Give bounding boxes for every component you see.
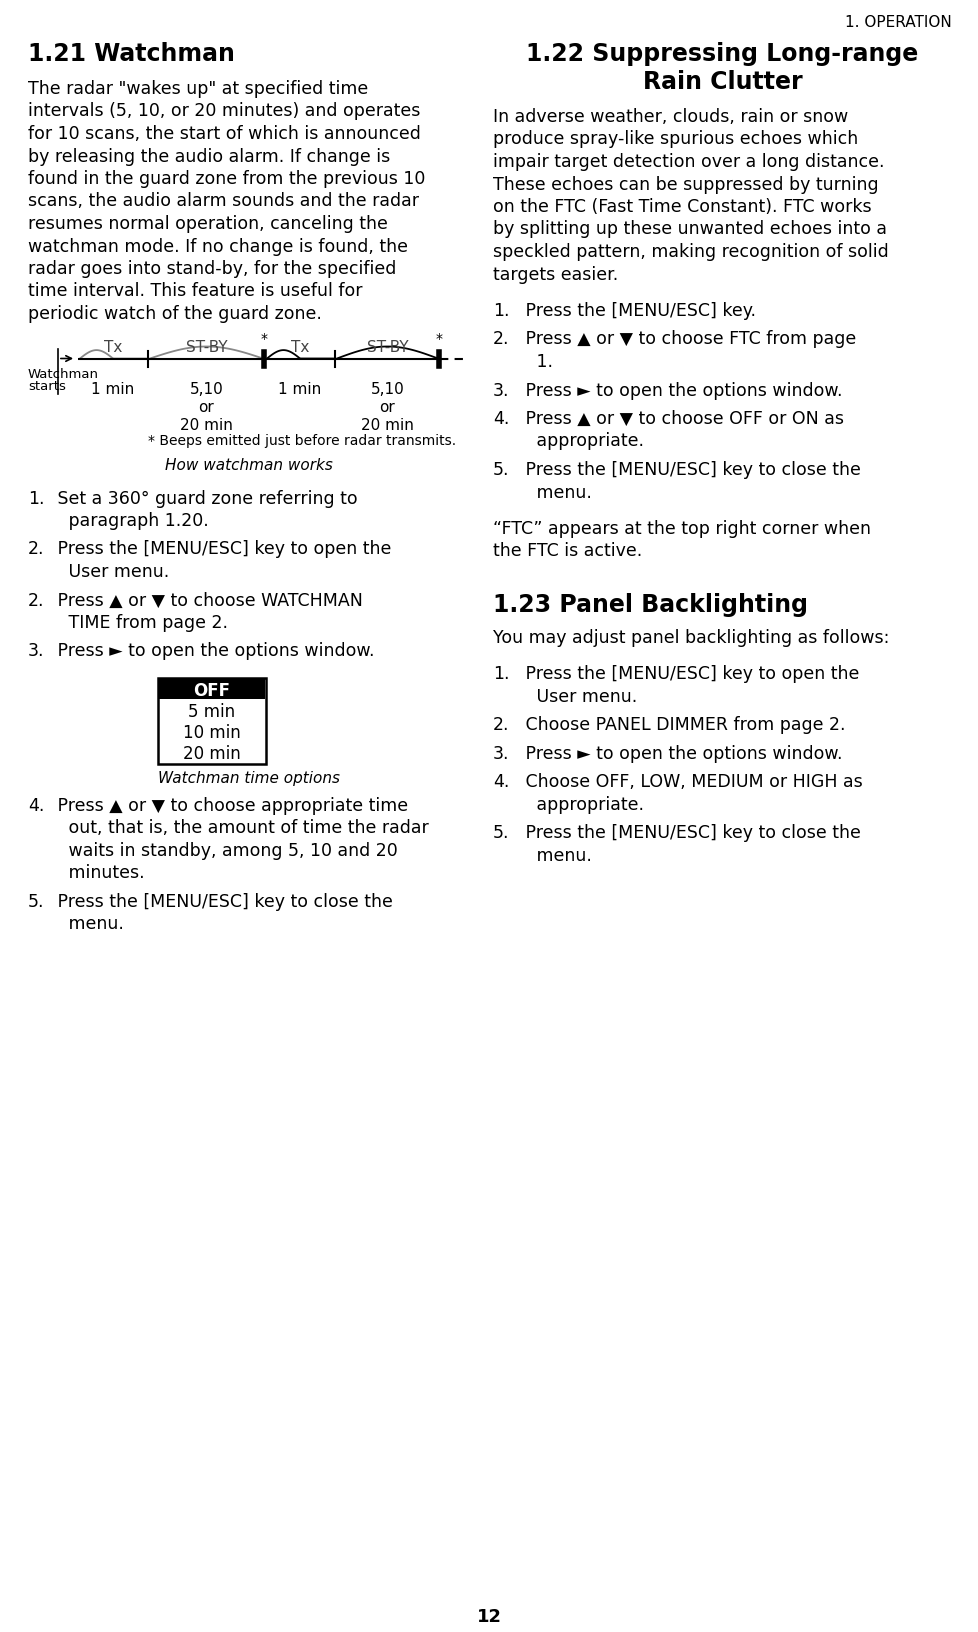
Text: produce spray-like spurious echoes which: produce spray-like spurious echoes which bbox=[493, 131, 858, 149]
Text: 5 min: 5 min bbox=[188, 702, 236, 721]
Text: Press ► to open the options window.: Press ► to open the options window. bbox=[519, 744, 842, 762]
Text: Press ▲ or ▼ to choose WATCHMAN: Press ▲ or ▼ to choose WATCHMAN bbox=[52, 591, 363, 609]
Text: 1.22 Suppressing Long-range: 1.22 Suppressing Long-range bbox=[526, 42, 917, 65]
Text: 2.: 2. bbox=[28, 540, 44, 558]
Bar bbox=[158, 679, 265, 700]
Text: impair target detection over a long distance.: impair target detection over a long dist… bbox=[493, 153, 883, 171]
Text: *: * bbox=[260, 331, 267, 346]
Text: waits in standby, among 5, 10 and 20: waits in standby, among 5, 10 and 20 bbox=[52, 842, 397, 860]
Text: paragraph 1.20.: paragraph 1.20. bbox=[52, 512, 208, 530]
Bar bbox=[157, 679, 266, 764]
Text: User menu.: User menu. bbox=[519, 687, 637, 705]
Text: TIME from page 2.: TIME from page 2. bbox=[52, 614, 228, 632]
Text: 1 min: 1 min bbox=[278, 382, 322, 397]
Text: starts: starts bbox=[28, 379, 66, 392]
Text: 1. OPERATION: 1. OPERATION bbox=[844, 15, 951, 29]
Text: minutes.: minutes. bbox=[52, 863, 145, 881]
Text: time interval. This feature is useful for: time interval. This feature is useful fo… bbox=[28, 282, 362, 300]
Text: by splitting up these unwanted echoes into a: by splitting up these unwanted echoes in… bbox=[493, 220, 886, 238]
Text: Press ▲ or ▼ to choose OFF or ON as: Press ▲ or ▼ to choose OFF or ON as bbox=[519, 410, 843, 428]
Text: These echoes can be suppressed by turning: These echoes can be suppressed by turnin… bbox=[493, 175, 877, 193]
Text: How watchman works: How watchman works bbox=[165, 457, 333, 472]
Text: menu.: menu. bbox=[52, 916, 124, 934]
Text: 10 min: 10 min bbox=[183, 723, 241, 741]
Text: OFF: OFF bbox=[194, 682, 230, 700]
Text: 3.: 3. bbox=[28, 641, 44, 659]
Text: 2.: 2. bbox=[28, 591, 44, 609]
Text: ST-BY: ST-BY bbox=[186, 339, 227, 354]
Text: Tx: Tx bbox=[104, 339, 122, 354]
Text: Press ► to open the options window.: Press ► to open the options window. bbox=[52, 641, 375, 659]
Text: appropriate.: appropriate. bbox=[519, 432, 644, 450]
Text: Watchman: Watchman bbox=[28, 367, 99, 380]
Text: 1.: 1. bbox=[519, 353, 553, 370]
Text: scans, the audio alarm sounds and the radar: scans, the audio alarm sounds and the ra… bbox=[28, 193, 419, 211]
Text: 1.: 1. bbox=[493, 302, 509, 320]
Text: for 10 scans, the start of which is announced: for 10 scans, the start of which is anno… bbox=[28, 126, 421, 144]
Text: 3.: 3. bbox=[493, 744, 509, 762]
Text: Press the [MENU/ESC] key to close the: Press the [MENU/ESC] key to close the bbox=[519, 824, 860, 842]
Text: Press ▲ or ▼ to choose FTC from page: Press ▲ or ▼ to choose FTC from page bbox=[519, 330, 856, 348]
Text: Press the [MENU/ESC] key.: Press the [MENU/ESC] key. bbox=[519, 302, 755, 320]
Text: *: * bbox=[435, 331, 442, 346]
Text: Choose OFF, LOW, MEDIUM or HIGH as: Choose OFF, LOW, MEDIUM or HIGH as bbox=[519, 774, 862, 792]
Text: menu.: menu. bbox=[519, 847, 592, 865]
Text: 1.: 1. bbox=[28, 490, 44, 508]
Text: by releasing the audio alarm. If change is: by releasing the audio alarm. If change … bbox=[28, 147, 390, 165]
Text: “FTC” appears at the top right corner when: “FTC” appears at the top right corner wh… bbox=[493, 519, 870, 537]
Text: 2.: 2. bbox=[493, 716, 509, 734]
Text: 1.: 1. bbox=[493, 666, 509, 684]
Text: on the FTC (Fast Time Constant). FTC works: on the FTC (Fast Time Constant). FTC wor… bbox=[493, 197, 870, 215]
Text: Press the [MENU/ESC] key to open the: Press the [MENU/ESC] key to open the bbox=[519, 666, 859, 684]
Text: 2.: 2. bbox=[493, 330, 509, 348]
Text: out, that is, the amount of time the radar: out, that is, the amount of time the rad… bbox=[52, 819, 428, 837]
Text: ST-BY: ST-BY bbox=[367, 339, 408, 354]
Text: Watchman time options: Watchman time options bbox=[157, 770, 339, 785]
Text: 12: 12 bbox=[476, 1608, 501, 1625]
Text: 1.23 Panel Backlighting: 1.23 Panel Backlighting bbox=[493, 592, 807, 617]
Text: 4.: 4. bbox=[493, 774, 509, 792]
Text: 5.: 5. bbox=[28, 893, 44, 911]
Text: periodic watch of the guard zone.: periodic watch of the guard zone. bbox=[28, 305, 322, 323]
Text: menu.: menu. bbox=[519, 483, 592, 501]
Text: 5.: 5. bbox=[493, 824, 509, 842]
Text: 5,10
or
20 min: 5,10 or 20 min bbox=[180, 382, 233, 432]
Text: 4.: 4. bbox=[493, 410, 509, 428]
Text: Press the [MENU/ESC] key to open the: Press the [MENU/ESC] key to open the bbox=[52, 540, 391, 558]
Text: 1.21 Watchman: 1.21 Watchman bbox=[28, 42, 235, 65]
Text: 3.: 3. bbox=[493, 382, 509, 400]
Text: Press ► to open the options window.: Press ► to open the options window. bbox=[519, 382, 842, 400]
Text: 5.: 5. bbox=[493, 460, 509, 478]
Text: 20 min: 20 min bbox=[183, 744, 241, 762]
Text: You may adjust panel backlighting as follows:: You may adjust panel backlighting as fol… bbox=[493, 628, 888, 646]
Text: Press the [MENU/ESC] key to close the: Press the [MENU/ESC] key to close the bbox=[519, 460, 860, 478]
Text: Choose PANEL DIMMER from page 2.: Choose PANEL DIMMER from page 2. bbox=[519, 716, 845, 734]
Text: 5,10
or
20 min: 5,10 or 20 min bbox=[361, 382, 414, 432]
Text: speckled pattern, making recognition of solid: speckled pattern, making recognition of … bbox=[493, 243, 888, 261]
Text: In adverse weather, clouds, rain or snow: In adverse weather, clouds, rain or snow bbox=[493, 108, 847, 126]
Text: resumes normal operation, canceling the: resumes normal operation, canceling the bbox=[28, 215, 387, 233]
Text: appropriate.: appropriate. bbox=[519, 795, 644, 813]
Text: 1 min: 1 min bbox=[91, 382, 135, 397]
Text: User menu.: User menu. bbox=[52, 563, 169, 581]
Text: targets easier.: targets easier. bbox=[493, 266, 618, 284]
Text: Set a 360° guard zone referring to: Set a 360° guard zone referring to bbox=[52, 490, 357, 508]
Text: found in the guard zone from the previous 10: found in the guard zone from the previou… bbox=[28, 170, 424, 188]
Text: radar goes into stand-by, for the specified: radar goes into stand-by, for the specif… bbox=[28, 259, 396, 277]
Text: watchman mode. If no change is found, the: watchman mode. If no change is found, th… bbox=[28, 237, 408, 255]
Text: intervals (5, 10, or 20 minutes) and operates: intervals (5, 10, or 20 minutes) and ope… bbox=[28, 103, 420, 121]
Text: The radar "wakes up" at specified time: The radar "wakes up" at specified time bbox=[28, 80, 368, 98]
Text: Press ▲ or ▼ to choose appropriate time: Press ▲ or ▼ to choose appropriate time bbox=[52, 796, 408, 814]
Text: Rain Clutter: Rain Clutter bbox=[642, 70, 802, 95]
Text: Press the [MENU/ESC] key to close the: Press the [MENU/ESC] key to close the bbox=[52, 893, 392, 911]
Text: Tx: Tx bbox=[290, 339, 309, 354]
Text: the FTC is active.: the FTC is active. bbox=[493, 542, 642, 560]
Text: 4.: 4. bbox=[28, 796, 44, 814]
Text: * Beeps emitted just before radar transmits.: * Beeps emitted just before radar transm… bbox=[148, 432, 456, 447]
